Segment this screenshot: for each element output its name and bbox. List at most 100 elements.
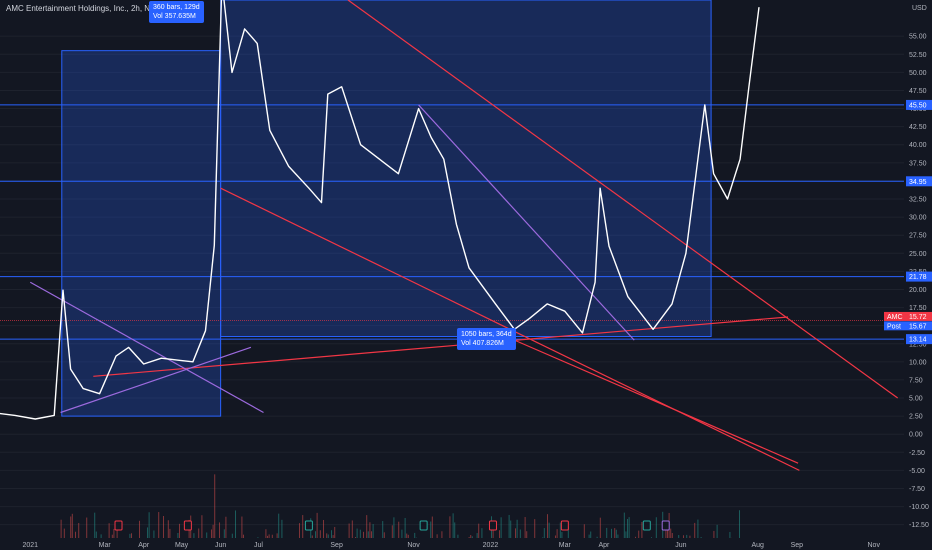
y-tick-label: 27.50 [909,233,927,240]
y-tick-label: -5.00 [909,468,925,475]
measure-tooltip-1: 360 bars, 129d Vol 357.635M [149,1,204,23]
volume-bar [510,520,512,550]
volume-bar [310,518,312,550]
volume-bar [393,517,395,550]
volume-bar [491,516,493,550]
y-tick-label: 0.00 [909,432,923,439]
y-tick-label: 50.00 [909,70,927,77]
time-axis: 2021 Mar Apr May Jun Jul Sep Nov 2022 Mar Apr Jun Au… [0,538,932,550]
earnings-event-marker [560,520,569,531]
y-tick-label: 30.00 [909,215,927,222]
measure-tooltip-2: 1050 bars, 364d Vol 407.826M [457,328,516,350]
y-tick-label: -7.50 [909,486,925,493]
price-label-bg [906,334,932,345]
volume-bar [278,513,280,550]
volume-bar [94,512,96,550]
volume-bar [628,517,630,550]
symbol-badge-price: 15.72 [909,314,927,321]
volume-bar [201,515,203,550]
volume-bar [641,521,643,550]
volume-bar [449,516,451,550]
x-tick-label: 2022 [483,542,499,549]
volume-bar [452,513,454,550]
price-label-bg [906,271,932,282]
price-line [0,0,760,420]
earnings-event-marker [114,520,123,531]
measure-range-box [61,50,222,417]
volume-bar [697,519,699,550]
volume-bar [716,524,718,550]
y-tick-label: 40.00 [909,142,927,149]
volume-bar [366,515,368,550]
measure-volume-label: Vol 357.635M [153,13,196,20]
x-tick-label: Nov [868,542,881,549]
price-axis: USD55.0052.5050.0047.5045.0042.5040.0037… [884,0,932,550]
x-tick-label: Jun [675,542,686,549]
y-tick-label: 47.50 [909,88,927,95]
volume-bar [70,516,72,550]
earnings-event-marker [661,520,670,531]
price-label-text: 45.50 [909,102,927,109]
y-tick-label: 10.00 [909,359,927,366]
chart-title: AMC Entertainment Holdings, Inc., 2h, NY… [6,4,167,13]
y-tick-label: -10.00 [909,504,929,511]
symbol-badge-label: Post [887,323,901,330]
y-tick-label: 37.50 [909,160,927,167]
volume-bar [323,519,325,550]
volume-bar [190,515,192,550]
x-tick-label: Apr [138,542,150,549]
time-axis-background [0,538,932,550]
volume-bar [86,517,88,550]
volume-bar [583,524,585,550]
volume-bar [548,522,550,550]
y-tick-label: 5.00 [909,396,923,403]
volume-bar [108,523,110,550]
volume-bar [454,522,456,550]
y-tick-label: 12.50 [909,341,927,348]
volume-bar [241,516,243,550]
volume-bar [316,512,318,550]
volume-bar [662,511,664,550]
x-tick-label: Sep [791,542,804,549]
earnings-event-marker [419,520,428,531]
volume-bar [382,521,384,550]
y-tick-label: 52.50 [909,52,927,59]
symbol-badge-label: AMC [887,314,903,321]
trendline [347,0,899,399]
volume-bar [516,519,518,550]
volume-bar [348,523,350,550]
volume-bar [599,517,601,550]
volume-bar [391,525,393,550]
volume-bar [219,522,221,550]
volume-bar [559,522,561,550]
measure-range-box [220,0,712,338]
volume-bar [60,519,62,550]
x-tick-label: 2021 [22,542,38,549]
volume-bar [158,512,160,550]
symbol-badge-price: 15.67 [909,323,927,330]
x-tick-label: Jun [215,542,226,549]
y-tick-label: 32.50 [909,197,927,204]
volume-bar [188,519,190,550]
y-tick-label: -2.50 [909,450,925,457]
volume-bar [281,519,283,550]
x-tick-label: Mar [99,542,112,549]
volume-bar [167,520,169,550]
volume-bar [655,517,657,550]
symbol-badge-bg [884,311,932,321]
price-label-text: 34.95 [909,179,927,186]
volume-bar [148,512,150,550]
volume-bar [71,513,73,550]
volume-bar [235,510,237,550]
y-tick-label: 25.00 [909,251,927,258]
measure-volume-label: Vol 407.826M [461,340,504,347]
measure-bars-label: 1050 bars, 364d [461,331,512,338]
volume-bar [116,524,118,550]
x-tick-label: Apr [598,542,610,549]
price-label-bg [906,99,932,110]
volume-bar [500,517,502,550]
y-tick-label: 20.00 [909,287,927,294]
volume-bar [372,524,374,550]
axis-unit-label: USD [912,5,927,12]
